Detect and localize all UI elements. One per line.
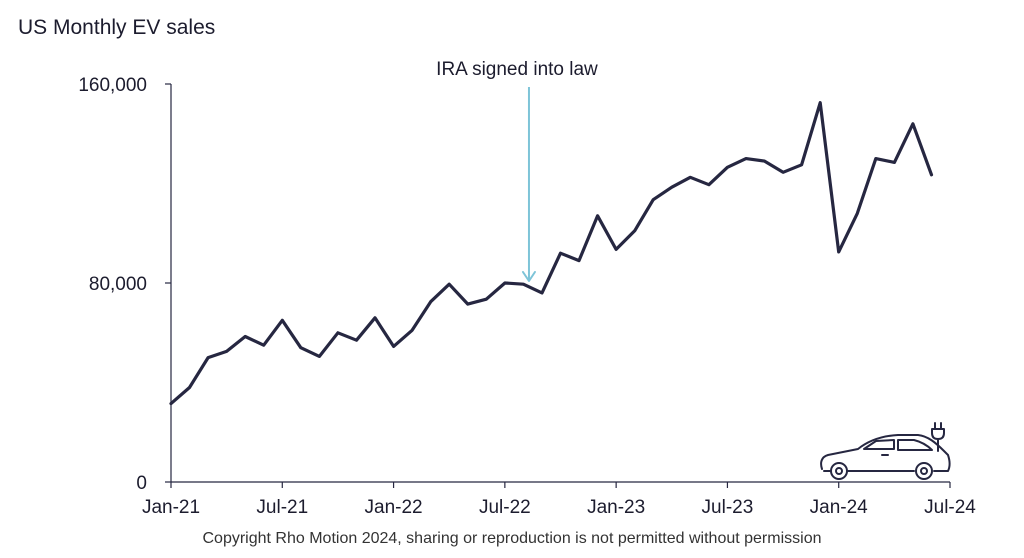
data-point xyxy=(559,252,562,255)
data-point xyxy=(819,101,822,104)
data-point xyxy=(837,250,840,254)
data-point xyxy=(188,386,191,389)
data-point xyxy=(299,346,302,349)
data-point xyxy=(577,259,581,262)
data-point xyxy=(169,402,173,405)
data-point xyxy=(856,212,859,215)
data-point xyxy=(392,345,395,348)
data-point xyxy=(485,298,488,301)
data-point xyxy=(225,350,228,353)
y-tick-label: 160,000 xyxy=(78,75,147,96)
x-tick-label: Jul-21 xyxy=(256,497,308,518)
data-point xyxy=(262,344,265,347)
data-point xyxy=(614,248,618,251)
y-tick-label: 0 xyxy=(136,473,147,494)
data-point xyxy=(373,316,377,319)
data-point xyxy=(448,283,451,286)
data-point xyxy=(429,300,432,303)
data-point xyxy=(336,331,340,334)
ev-car-plug-icon xyxy=(820,422,951,480)
data-point xyxy=(633,229,636,232)
data-point xyxy=(410,329,414,332)
annotation-label: IRA signed into law xyxy=(436,59,598,80)
data-point xyxy=(930,173,933,176)
data-point xyxy=(670,186,673,189)
series-layer xyxy=(169,101,934,406)
data-point xyxy=(540,291,544,295)
data-point xyxy=(726,166,729,169)
chart-title: US Monthly EV sales xyxy=(18,16,216,39)
data-point xyxy=(206,356,210,359)
x-tick-label: Jul-22 xyxy=(479,497,531,518)
x-tick-label: Jan-23 xyxy=(587,497,645,518)
data-point xyxy=(800,163,803,166)
y-tick-label: 80,000 xyxy=(89,274,147,295)
annotation-arrow-head xyxy=(521,271,536,282)
series-line xyxy=(169,101,934,406)
data-point xyxy=(893,161,896,164)
data-point xyxy=(355,339,358,342)
x-tick-label: Jul-24 xyxy=(924,497,976,518)
data-point xyxy=(652,198,655,201)
data-point xyxy=(911,122,915,126)
x-tick-label: Jan-21 xyxy=(142,497,200,518)
copyright-footer: Copyright Rho Motion 2024, sharing or re… xyxy=(202,530,822,547)
tick-labels: 0 80,000 160,000 Jan-21 Jul-21 Jan-22 Jul-22 Ja… xyxy=(78,75,976,518)
data-point xyxy=(522,283,525,286)
data-point xyxy=(318,355,321,358)
data-point xyxy=(874,157,877,160)
x-tick-label: Jan-22 xyxy=(365,497,423,518)
data-point xyxy=(781,171,785,174)
annotation-layer: IRA signed into law xyxy=(436,59,598,282)
data-point xyxy=(466,302,469,306)
data-point xyxy=(281,319,284,322)
data-point xyxy=(596,214,599,217)
axes xyxy=(165,83,951,488)
x-tick-label: Jan-24 xyxy=(810,497,869,518)
data-point xyxy=(744,157,748,160)
data-point xyxy=(503,281,507,285)
data-point xyxy=(707,183,711,186)
data-point xyxy=(763,159,766,163)
x-tick-label: Jul-23 xyxy=(702,497,754,518)
data-point xyxy=(689,176,692,179)
data-point xyxy=(244,335,247,338)
